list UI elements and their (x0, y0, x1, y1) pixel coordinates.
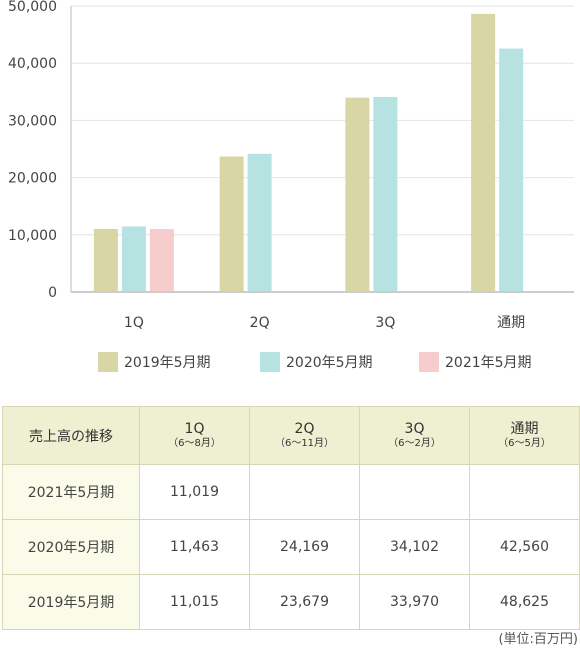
bar-2020年5月期-1Q (121, 226, 146, 292)
y-tick-label: 20,000 (8, 171, 57, 187)
col-header-full-year: 通期 （6〜5月） (469, 406, 580, 465)
bar-2019年5月期-1Q (93, 228, 118, 292)
x-tick-label: 通期 (497, 315, 525, 331)
bar-2019年5月期-3Q (345, 97, 370, 293)
legend-swatch-2019 (98, 352, 118, 372)
bar-2020年5月期-3Q (373, 96, 398, 293)
table-row: 2021年5月期 11,019 (2, 464, 580, 520)
table-cell: 48,625 (469, 574, 580, 630)
col-header-sub: （6〜11月） (274, 438, 335, 449)
table-cell: 11,463 (139, 519, 250, 575)
y-tick-label: 50,000 (8, 0, 57, 15)
chart-legend: 2019年5月期 2020年5月期 2021年5月期 (0, 352, 580, 374)
col-header-sub: （6〜5月） (498, 438, 551, 449)
y-tick-label: 30,000 (8, 113, 57, 129)
col-header-3q: 3Q （6〜2月） (359, 406, 470, 465)
bar-2020年5月期-2Q (247, 153, 272, 292)
legend-label-2019: 2019年5月期 (124, 355, 211, 371)
table-cell: 34,102 (359, 519, 470, 575)
bar-2020年5月期-通期 (499, 48, 524, 293)
col-header-label: 1Q (184, 421, 205, 437)
table-cell: 42,560 (469, 519, 580, 575)
table-cell: 11,019 (139, 464, 250, 520)
table-cell (249, 464, 360, 520)
col-header-2q: 2Q （6〜11月） (249, 406, 360, 465)
row-label: 2019年5月期 (2, 574, 140, 630)
unit-note: (単位:百万円) (498, 632, 578, 647)
legend-label-2020: 2020年5月期 (286, 355, 373, 371)
table-row: 2019年5月期 11,015 23,679 33,970 48,625 (2, 574, 580, 630)
table-corner-label: 売上高の推移 (2, 406, 140, 465)
row-label: 2021年5月期 (2, 464, 140, 520)
legend-item-2021: 2021年5月期 (419, 352, 532, 372)
table-cell: 11,015 (139, 574, 250, 630)
bar-2021年5月期-1Q (149, 228, 174, 292)
table-header-row: 売上高の推移 1Q （6〜8月） 2Q （6〜11月） 3Q （6〜2月） 通期… (2, 406, 580, 465)
x-tick-label: 3Q (375, 315, 395, 331)
legend-label-2021: 2021年5月期 (445, 355, 532, 371)
bar-2019年5月期-2Q (219, 156, 244, 292)
col-header-label: 2Q (294, 421, 315, 437)
y-tick-label: 40,000 (8, 56, 57, 72)
legend-item-2020: 2020年5月期 (260, 352, 373, 372)
col-header-sub: （6〜2月） (388, 438, 441, 449)
table-cell: 23,679 (249, 574, 360, 630)
col-header-label: 通期 (510, 421, 539, 437)
y-tick-label: 0 (48, 285, 57, 301)
y-tick-label: 10,000 (8, 228, 57, 244)
bar-2019年5月期-通期 (471, 13, 496, 293)
legend-swatch-2021 (419, 352, 439, 372)
row-label: 2020年5月期 (2, 519, 140, 575)
col-header-sub: （6〜8月） (168, 438, 221, 449)
x-tick-label: 2Q (250, 315, 270, 331)
bar-chart: 0 10,000 20,000 30,000 40,000 50,000 1Q 2Q 3Q 通期 (8, 0, 574, 331)
sales-table: 売上高の推移 1Q （6〜8月） 2Q （6〜11月） 3Q （6〜2月） 通期… (2, 406, 580, 630)
table-cell (359, 464, 470, 520)
table-cell (469, 464, 580, 520)
legend-swatch-2020 (260, 352, 280, 372)
legend-item-2019: 2019年5月期 (98, 352, 211, 372)
x-tick-label: 1Q (124, 315, 144, 331)
col-header-label: 3Q (404, 421, 425, 437)
table-cell: 33,970 (359, 574, 470, 630)
table-row: 2020年5月期 11,463 24,169 34,102 42,560 (2, 519, 580, 575)
table-cell: 24,169 (249, 519, 360, 575)
col-header-1q: 1Q （6〜8月） (139, 406, 250, 465)
